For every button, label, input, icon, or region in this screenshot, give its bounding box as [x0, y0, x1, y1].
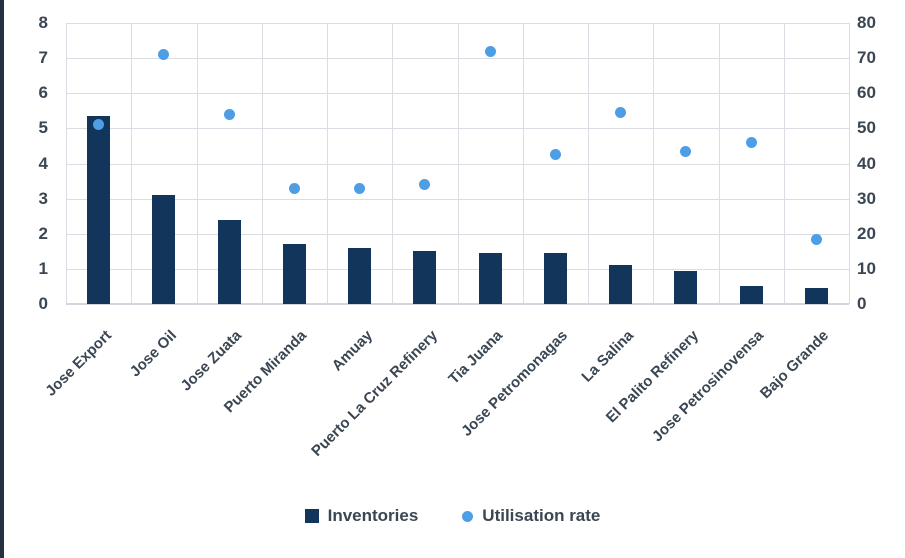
bar [478, 253, 502, 304]
gridline-horizontal [66, 58, 849, 60]
legend-item-utilisation-rate: Utilisation rate [462, 506, 600, 526]
left-axis-tick-label: 1 [38, 258, 48, 278]
inventories-bar-swatch-icon [304, 509, 319, 523]
right-axis-tick-label: 30 [857, 188, 876, 208]
left-axis-tick-label: 2 [38, 223, 48, 243]
bar [413, 251, 437, 304]
gridline-vertical [849, 23, 850, 304]
gridline-vertical [784, 23, 785, 304]
bar [152, 195, 176, 304]
right-axis-tick-label: 80 [857, 13, 876, 32]
gridline-horizontal [66, 198, 849, 200]
gridline-horizontal [66, 233, 849, 235]
gridline-vertical [262, 23, 263, 304]
scatter-dot [288, 182, 300, 194]
bar [804, 288, 828, 304]
plot-area [66, 23, 850, 305]
left-axis-tick-label: 0 [38, 294, 48, 313]
gridline-horizontal [66, 128, 849, 130]
gridline-horizontal [66, 93, 849, 95]
bar [609, 265, 633, 304]
gridline-horizontal [66, 23, 849, 24]
gridline-vertical [131, 23, 132, 304]
right-axis-tick-label: 70 [857, 48, 876, 68]
left-axis-tick-label: 6 [38, 83, 48, 103]
gridline-vertical [588, 23, 589, 304]
x-axis-line [66, 303, 849, 305]
gridline-vertical [458, 23, 459, 304]
scatter-dot [93, 119, 105, 131]
scatter-dot [680, 145, 692, 157]
bar [217, 219, 241, 304]
right-axis-tick-label: 50 [857, 118, 876, 138]
legend-label-utilisation-rate: Utilisation rate [482, 506, 601, 525]
scatter-dot [549, 149, 561, 161]
gridline-vertical [66, 23, 67, 304]
right-axis-tick-label: 20 [857, 223, 876, 243]
bar [739, 286, 763, 304]
left-axis-tick-label: 8 [38, 13, 48, 32]
bar [543, 253, 567, 304]
bar [348, 247, 372, 304]
scatter-dot [223, 108, 235, 120]
gridline-vertical [653, 23, 654, 304]
scatter-dot [745, 136, 757, 148]
scatter-dot [354, 182, 366, 194]
gridline-vertical [197, 23, 198, 304]
utilisation-rate-dot-swatch-icon [462, 510, 474, 522]
bar [87, 116, 111, 304]
right-axis-tick-label: 60 [857, 83, 876, 103]
scatter-dot [158, 49, 170, 61]
legend-label-inventories: Inventories [327, 506, 419, 525]
left-axis-tick-label: 7 [38, 48, 48, 68]
legend: Inventories Utilisation rate [0, 506, 905, 526]
left-axis-tick-label: 3 [38, 188, 48, 208]
right-axis-tick-label: 40 [857, 153, 876, 173]
right-axis-tick-label: 10 [857, 258, 876, 278]
gridline-vertical [523, 23, 524, 304]
bar [282, 244, 306, 304]
scatter-dot [484, 45, 496, 57]
gridline-horizontal [66, 268, 849, 270]
legend-item-inventories: Inventories [304, 506, 419, 526]
bar [674, 270, 698, 304]
scatter-dot [810, 233, 822, 245]
left-border-strip [0, 0, 4, 558]
left-axis-tick-label: 4 [38, 153, 48, 173]
gridline-vertical [719, 23, 720, 304]
scatter-dot [419, 179, 431, 191]
scatter-dot [615, 107, 627, 119]
left-axis-tick-label: 5 [38, 118, 48, 138]
gridline-vertical [392, 23, 393, 304]
right-axis-tick-label: 0 [857, 294, 867, 313]
gridline-vertical [327, 23, 328, 304]
gridline-horizontal [66, 163, 849, 165]
